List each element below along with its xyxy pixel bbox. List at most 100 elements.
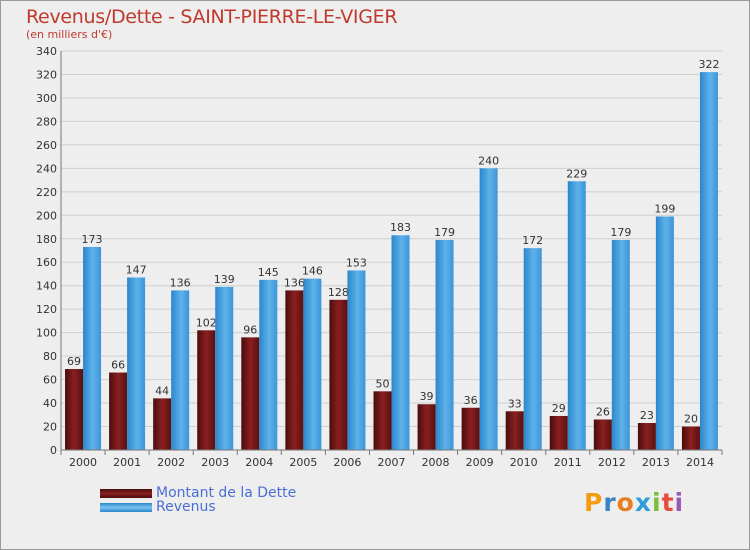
bar-debt [197, 330, 216, 450]
data-label-debt: 23 [640, 409, 654, 422]
y-tick-label: 220 [36, 186, 57, 199]
bar-revenue [303, 278, 322, 450]
bar-revenue [171, 290, 190, 450]
x-tick-label: 2001 [113, 456, 141, 469]
bar-revenue [479, 168, 498, 450]
bar-debt [681, 426, 700, 450]
bar-debt [241, 337, 260, 450]
y-tick-label: 60 [43, 374, 57, 387]
y-tick-label: 300 [36, 92, 57, 105]
y-tick-label: 120 [36, 303, 57, 316]
x-tick-label: 2010 [510, 456, 538, 469]
bar-debt [285, 290, 304, 450]
data-label-revenue: 153 [346, 256, 367, 269]
x-tick-label: 2008 [422, 456, 450, 469]
bar-revenue [215, 286, 234, 450]
data-label-revenue: 145 [258, 266, 279, 279]
x-tick-label: 2009 [466, 456, 494, 469]
bar-debt [549, 415, 568, 450]
data-label-revenue: 136 [170, 276, 191, 289]
legend-label-debt: Montant de la Dette [156, 485, 297, 501]
data-label-debt: 50 [376, 377, 390, 390]
bar-debt [637, 423, 656, 450]
logo-letter: i [674, 488, 685, 517]
bar-revenue [83, 246, 102, 450]
logo-letter: t [661, 488, 675, 517]
bar-debt [329, 299, 348, 450]
y-tick-label: 0 [50, 444, 57, 457]
x-axis: 2000 2001 2002 2003 2004 2005 2006 2007 2008 2009… [60, 449, 723, 469]
chart-subtitle: (en milliers d'€) [26, 28, 113, 41]
data-label-debt: 33 [508, 397, 522, 410]
data-label-revenue: 139 [214, 273, 235, 286]
bar-revenue [259, 279, 278, 450]
y-tick-label: 40 [43, 397, 57, 410]
bar-debt [65, 369, 84, 450]
logo-letter: P [584, 488, 604, 517]
data-label-debt: 69 [67, 355, 81, 368]
bar-debt [505, 411, 524, 450]
data-label-debt: 128 [328, 286, 349, 299]
logo-letter: x [634, 488, 652, 517]
bar-revenue [523, 248, 542, 450]
x-tick-label: 2003 [201, 456, 229, 469]
x-tick-label: 2002 [157, 456, 185, 469]
data-label-debt: 29 [552, 402, 566, 415]
data-label-debt: 96 [243, 323, 257, 336]
y-tick-label: 280 [36, 115, 57, 128]
proxiti-logo: Proxiti [584, 488, 684, 517]
data-label-debt: 66 [111, 359, 125, 372]
data-label-debt: 20 [684, 413, 698, 426]
bar-debt [109, 372, 128, 450]
data-label-debt: 26 [596, 405, 610, 418]
bar-revenue [127, 277, 146, 450]
data-label-revenue: 147 [126, 263, 147, 276]
logo-letter: r [603, 488, 617, 517]
data-label-revenue: 183 [390, 221, 411, 234]
legend-swatch-revenue [100, 503, 152, 512]
data-label-revenue: 146 [302, 265, 323, 278]
data-label-revenue: 179 [610, 226, 631, 239]
y-tick-label: 200 [36, 209, 57, 222]
y-tick-label: 180 [36, 233, 57, 246]
data-label-revenue: 229 [566, 167, 587, 180]
y-tick-label: 100 [36, 327, 57, 340]
bar-revenue [699, 72, 718, 450]
chart-title: Revenus/Dette - SAINT-PIERRE-LE-VIGER [26, 6, 398, 28]
bar-debt [373, 391, 392, 450]
x-tick-label: 2013 [642, 456, 670, 469]
x-tick-label: 2007 [378, 456, 406, 469]
bar-debt [593, 419, 612, 450]
legend-label-revenue: Revenus [156, 499, 216, 515]
legend-swatch-debt [100, 489, 152, 498]
x-tick-label: 2006 [333, 456, 361, 469]
x-tick-label: 2004 [245, 456, 273, 469]
bar-revenue [611, 239, 630, 450]
y-tick-label: 240 [36, 162, 57, 175]
data-label-revenue: 173 [82, 233, 103, 246]
bar-revenue [391, 235, 410, 450]
bar-revenue [655, 216, 674, 450]
data-label-revenue: 322 [698, 58, 719, 71]
y-axis: 0 20 40 60 80 100 120 140 160 180 200 220 240 260 280 3… [36, 45, 62, 457]
legend-item-revenue: Revenus [100, 499, 400, 516]
x-tick-label: 2014 [686, 456, 714, 469]
bar-debt [417, 404, 436, 450]
data-label-debt: 102 [196, 316, 217, 329]
y-tick-label: 140 [36, 280, 57, 293]
bar-revenue [347, 270, 366, 450]
legend-item-debt: Montant de la Dette [100, 485, 400, 502]
logo-letter: i [652, 488, 662, 517]
logo-letter: o [616, 488, 635, 517]
bar-debt [153, 398, 172, 450]
bar-revenue [435, 239, 454, 450]
y-tick-label: 160 [36, 256, 57, 269]
y-tick-label: 20 [43, 421, 57, 434]
data-label-revenue: 240 [478, 154, 499, 167]
y-tick-label: 80 [43, 350, 57, 363]
x-tick-label: 2005 [289, 456, 317, 469]
data-label-debt: 36 [464, 394, 478, 407]
data-label-debt: 44 [155, 384, 169, 397]
data-label-revenue: 172 [522, 234, 543, 247]
